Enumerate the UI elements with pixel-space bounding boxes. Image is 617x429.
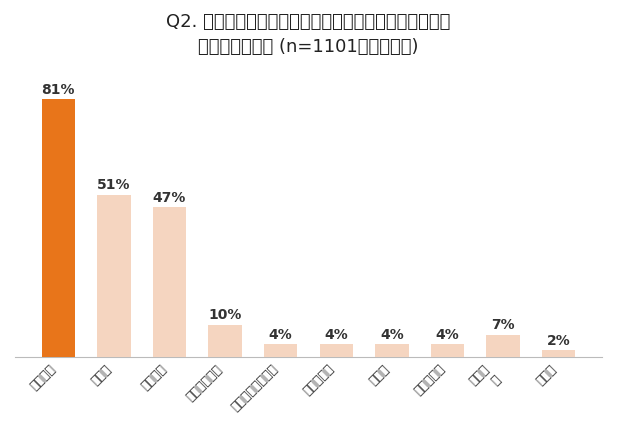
Text: 4%: 4%: [269, 328, 292, 341]
Bar: [486, 335, 520, 357]
Bar: [264, 344, 297, 357]
Bar: [97, 195, 131, 357]
Bar: [542, 350, 575, 357]
Text: 81%: 81%: [41, 83, 75, 97]
Text: Q2. 今年の家計支出のなかで、値上がりを感じて困った
ものは何ですか (n=1101、複数回答): Q2. 今年の家計支出のなかで、値上がりを感じて困った ものは何ですか (n=1…: [167, 13, 450, 56]
Text: 10%: 10%: [209, 308, 242, 323]
Text: 2%: 2%: [547, 334, 571, 348]
Text: 47%: 47%: [153, 191, 186, 205]
Text: 4%: 4%: [380, 328, 404, 341]
Text: 4%: 4%: [325, 328, 348, 341]
Bar: [42, 100, 75, 357]
Text: 4%: 4%: [436, 328, 459, 341]
Text: 7%: 7%: [491, 318, 515, 332]
Bar: [375, 344, 408, 357]
Bar: [431, 344, 464, 357]
Text: 51%: 51%: [97, 178, 131, 192]
Bar: [320, 344, 353, 357]
Bar: [153, 208, 186, 357]
Bar: [209, 325, 242, 357]
